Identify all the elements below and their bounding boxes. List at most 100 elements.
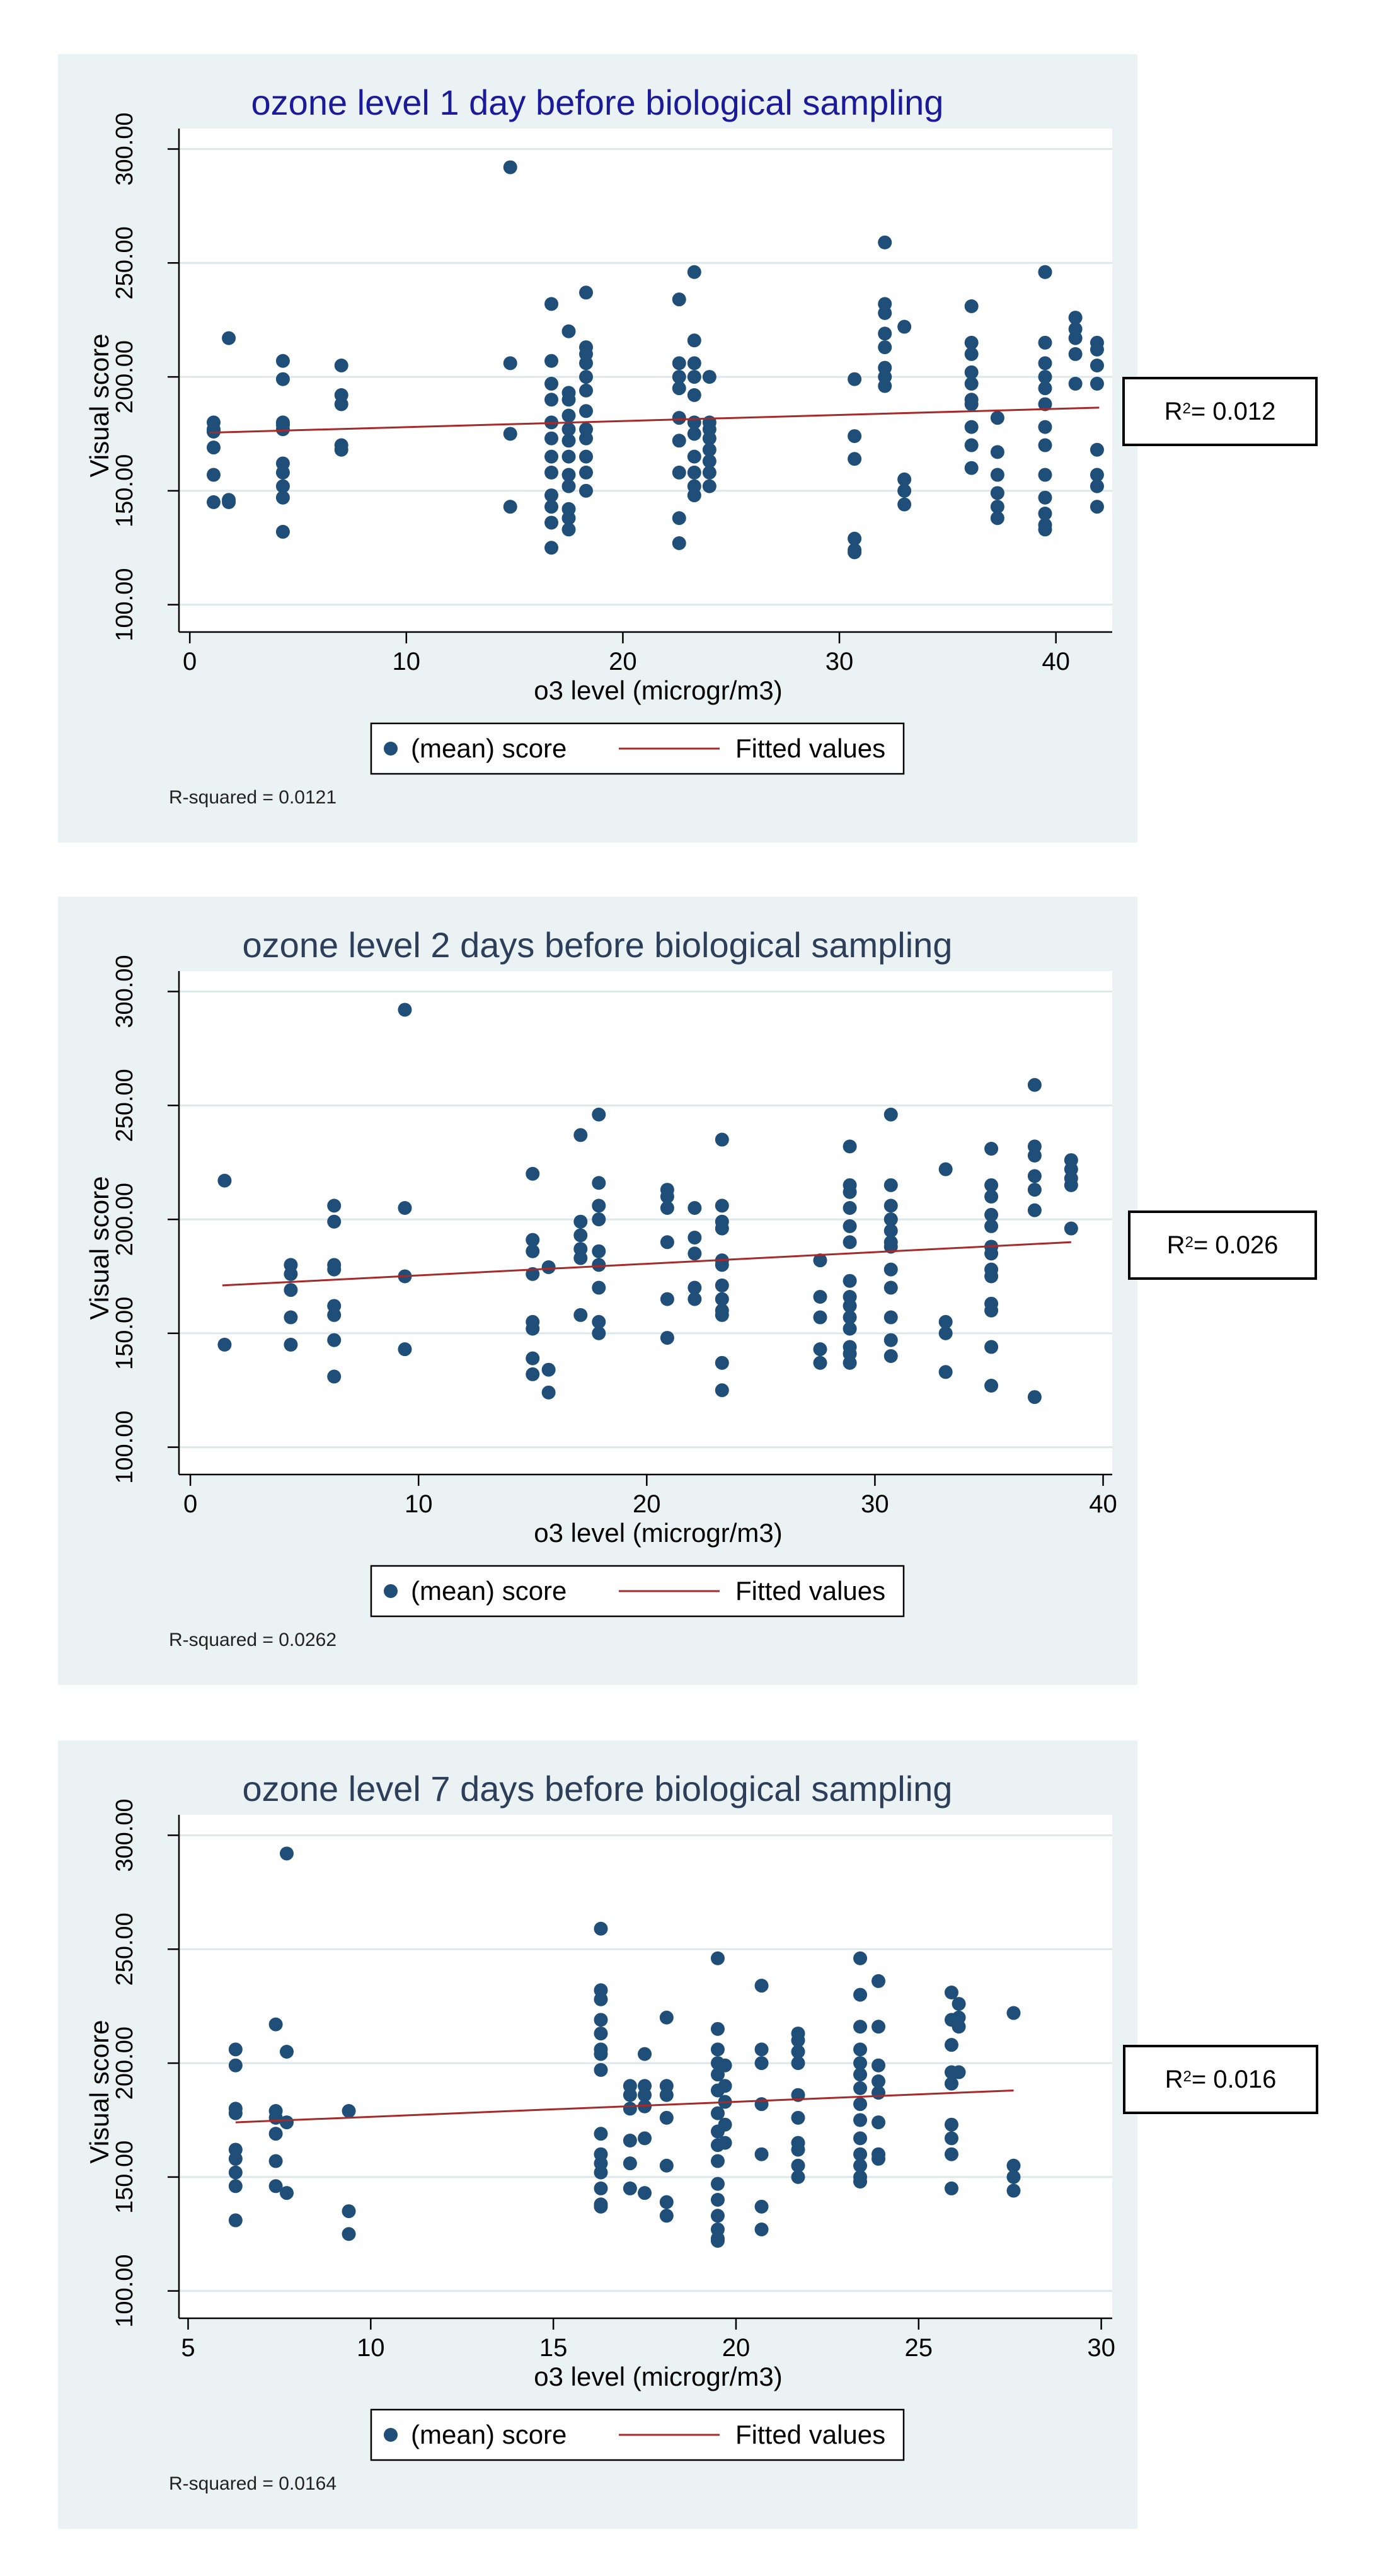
data-point xyxy=(217,1337,232,1352)
data-point xyxy=(853,2067,868,2082)
data-point xyxy=(688,1201,702,1215)
data-point xyxy=(268,2017,283,2032)
data-point xyxy=(687,488,701,503)
data-point xyxy=(883,1107,898,1122)
data-point xyxy=(715,1132,729,1147)
data-point xyxy=(715,1278,729,1292)
fitted-line xyxy=(235,2089,1014,2124)
data-point xyxy=(1038,468,1052,482)
data-point xyxy=(938,1162,953,1176)
data-point xyxy=(1038,381,1052,396)
x-axis-label: o3 level (microgr/m3) xyxy=(534,676,782,705)
r-squared-note: R-squared = 0.0121 xyxy=(169,787,337,808)
data-point xyxy=(897,472,912,486)
data-point xyxy=(754,1979,769,1993)
data-point xyxy=(334,442,348,457)
data-point xyxy=(672,411,686,425)
data-point xyxy=(702,431,716,446)
data-point xyxy=(275,479,290,493)
data-point xyxy=(984,1246,999,1261)
x-tick-label: 40 xyxy=(1042,648,1070,676)
x-tick-label: 15 xyxy=(539,2334,568,2362)
data-point xyxy=(710,2106,725,2120)
data-point xyxy=(843,1321,857,1336)
data-point xyxy=(1090,359,1104,372)
data-point xyxy=(843,1185,857,1199)
data-point xyxy=(952,2065,966,2079)
data-point xyxy=(715,1355,729,1370)
data-point xyxy=(715,1258,729,1272)
legend-line-label: Fitted values xyxy=(735,1576,885,1606)
data-point xyxy=(206,440,221,455)
data-point xyxy=(573,1228,588,1243)
y-tick-label: 200.00 xyxy=(112,2027,138,2100)
data-point xyxy=(878,326,892,341)
data-point xyxy=(718,2058,732,2073)
data-point xyxy=(754,2222,769,2236)
fitted-line xyxy=(222,1241,1071,1287)
data-point xyxy=(843,1355,857,1370)
data-point xyxy=(526,1321,540,1336)
data-point xyxy=(944,2181,958,2195)
r2-sup: 2 xyxy=(1183,2068,1192,2085)
data-point xyxy=(1006,2170,1021,2184)
data-point xyxy=(843,1201,857,1215)
legend-point-marker xyxy=(384,1584,398,1598)
data-point xyxy=(544,500,559,514)
data-point xyxy=(594,2013,608,2027)
data-point xyxy=(944,2076,958,2091)
data-point xyxy=(843,1219,857,1233)
r2-value: = 0.016 xyxy=(1191,2065,1277,2093)
data-point xyxy=(872,1974,886,1988)
y-tick-label: 200.00 xyxy=(112,1183,138,1256)
data-point xyxy=(1006,2183,1021,2198)
data-point xyxy=(984,1178,999,1192)
r2-prefix: R xyxy=(1165,2065,1183,2093)
data-point xyxy=(623,2156,637,2171)
x-tick-label: 0 xyxy=(183,1490,197,1518)
data-point xyxy=(964,347,979,361)
data-point xyxy=(990,445,1004,459)
plot-area xyxy=(179,971,1112,1475)
data-point xyxy=(990,511,1004,526)
data-point xyxy=(754,2042,769,2057)
data-point xyxy=(623,2088,637,2102)
data-point xyxy=(623,2102,637,2116)
data-point xyxy=(791,2056,805,2071)
data-point xyxy=(883,1224,898,1238)
data-point xyxy=(883,1199,898,1213)
data-point xyxy=(222,495,236,509)
data-point xyxy=(1038,335,1052,350)
r2-sup: 2 xyxy=(1182,400,1191,417)
x-tick-label: 30 xyxy=(861,1490,889,1518)
plot-area xyxy=(179,1815,1112,2318)
data-point xyxy=(279,2186,294,2200)
data-point xyxy=(561,434,576,448)
data-point xyxy=(1038,420,1052,434)
data-point xyxy=(544,488,559,503)
data-point xyxy=(544,431,559,446)
data-point xyxy=(1090,376,1104,391)
data-point xyxy=(526,1166,540,1181)
data-point xyxy=(573,1251,588,1265)
data-point xyxy=(579,285,594,300)
data-point xyxy=(872,2058,886,2073)
data-point xyxy=(872,2151,886,2166)
data-point xyxy=(1027,1203,1042,1217)
data-point xyxy=(813,1342,827,1357)
data-point xyxy=(660,1235,674,1250)
data-point xyxy=(984,1207,999,1222)
data-point xyxy=(878,235,892,250)
data-point xyxy=(754,2056,769,2071)
data-point xyxy=(883,1349,898,1363)
data-point xyxy=(592,1176,606,1190)
data-point xyxy=(710,2021,725,2036)
x-tick-label: 20 xyxy=(609,648,637,676)
data-point xyxy=(228,2165,243,2180)
data-point xyxy=(952,1997,966,2011)
y-tick-label: 300.00 xyxy=(112,112,138,185)
data-point xyxy=(897,483,912,498)
data-point xyxy=(710,2193,725,2207)
data-point xyxy=(544,297,559,311)
